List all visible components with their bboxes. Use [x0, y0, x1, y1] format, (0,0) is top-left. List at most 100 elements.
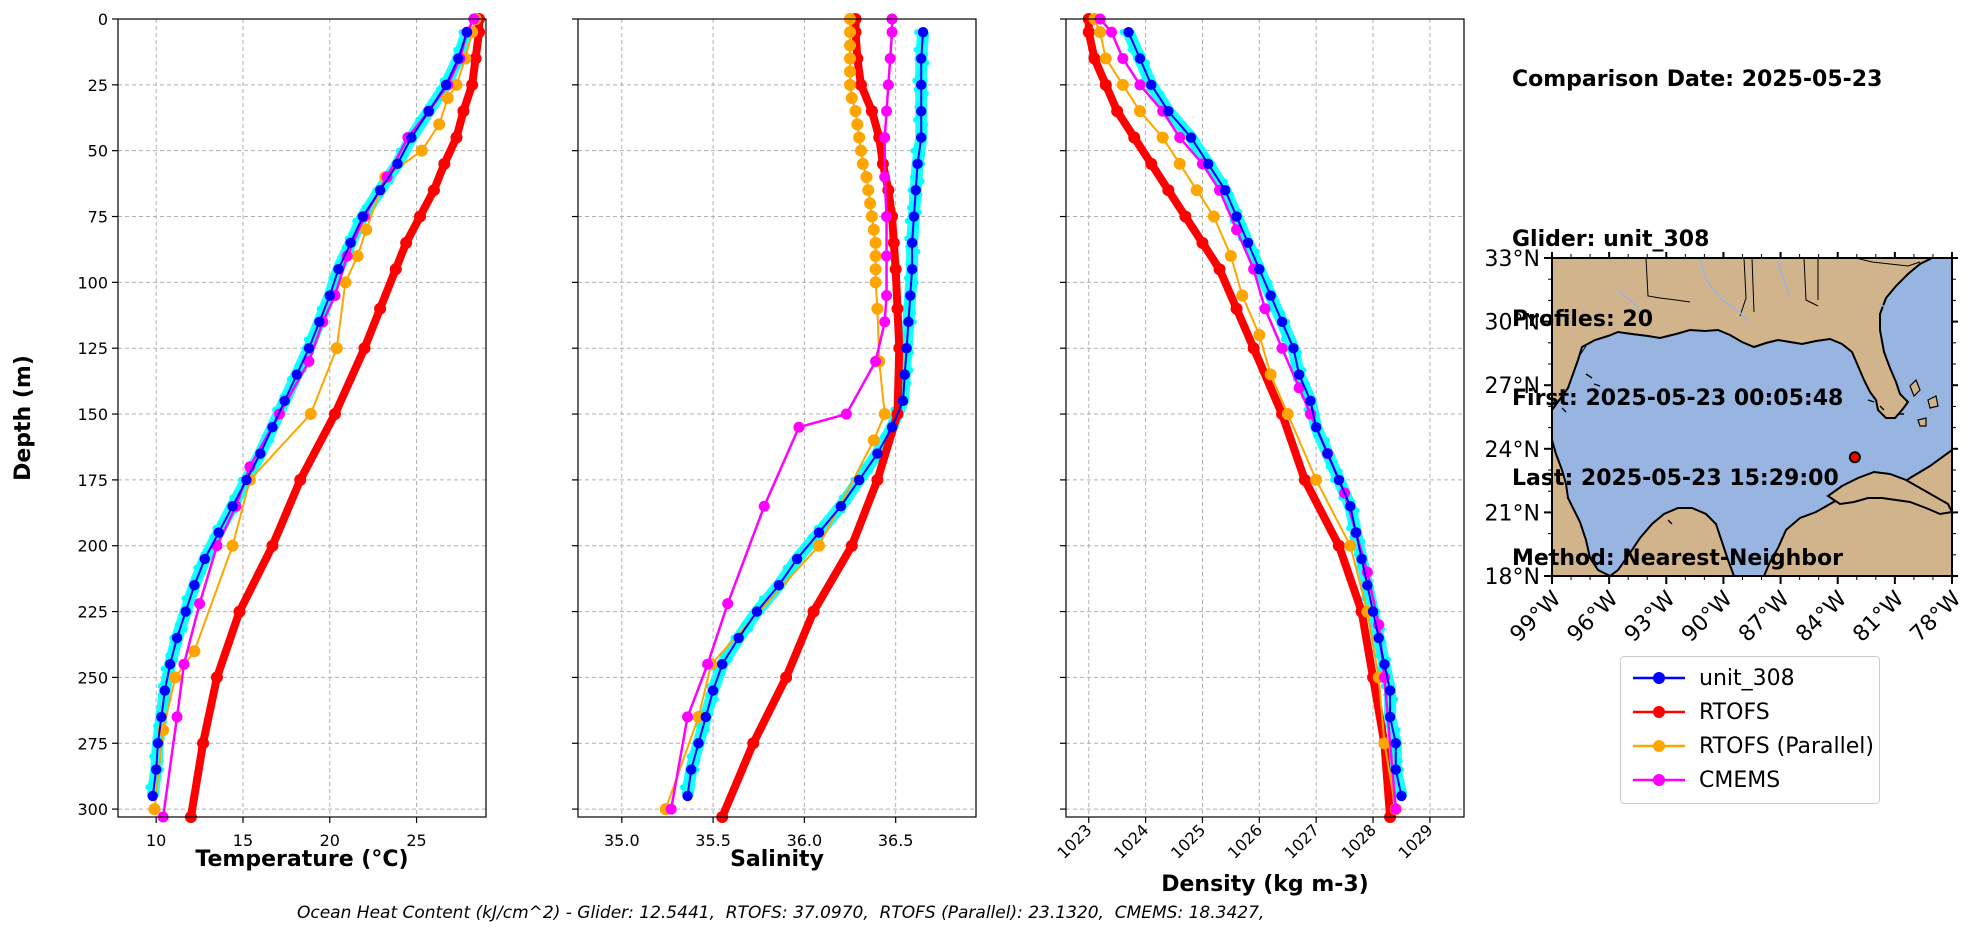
data-point [1134, 79, 1146, 91]
data-point [178, 658, 190, 670]
data-point [1105, 26, 1117, 38]
data-point [903, 316, 914, 328]
y-tick-label: 0 [98, 10, 108, 29]
data-point [881, 250, 893, 262]
data-point [869, 236, 882, 249]
series-unit-308 [682, 26, 929, 802]
data-point [791, 553, 803, 565]
map-frame [1551, 257, 1953, 577]
data-point [906, 237, 918, 249]
legend-entry-glider: unit_308 [1631, 663, 1795, 693]
data-point [180, 606, 191, 617]
data-point [1094, 26, 1107, 39]
data-point [835, 501, 847, 512]
data-point [440, 79, 452, 91]
data-point [908, 211, 920, 222]
data-point [1156, 131, 1169, 144]
data-point [916, 132, 927, 143]
data-point [665, 803, 677, 815]
data-point [358, 342, 371, 355]
density-panel: 1023 1024 1025 1026 1027 1028 1029 Density (kg … [1053, 13, 1465, 897]
data-point [1390, 764, 1401, 775]
data-point [1378, 737, 1391, 750]
ocean-heat-content-caption: Ocean Heat Content (kJ/cm^2) - Glider: 1… [297, 903, 1265, 923]
series-rtofs [184, 13, 486, 823]
map-islands [1561, 373, 1904, 525]
x-tick-label: 1026 [1224, 820, 1266, 862]
data-point [879, 316, 891, 328]
data-point [876, 157, 889, 170]
temperature-panel: 0 25 50 75 100 125 150 175 200 225 250 275 300 10 15 20… [11, 10, 487, 872]
data-point [374, 184, 386, 196]
data-point [328, 408, 341, 421]
data-point [916, 79, 927, 91]
data-point [267, 422, 278, 433]
data-point [700, 711, 711, 723]
data-point [147, 790, 158, 802]
data-point [758, 500, 770, 512]
x-axis-label: Density (kg m-3) [1161, 872, 1369, 897]
data-point [1202, 158, 1214, 170]
data-point [1396, 790, 1407, 802]
map-lat-label: 33°N [1485, 247, 1540, 272]
data-point [912, 158, 923, 170]
profile-count: Profiles: 20 [1512, 306, 1654, 332]
data-point [450, 131, 463, 144]
legend-label: RTOFS (Parallel) [1699, 733, 1874, 759]
data-point [844, 78, 857, 91]
data-point [415, 144, 428, 157]
data-point [210, 671, 223, 684]
data-point [845, 92, 858, 105]
data-point [389, 263, 402, 276]
data-point [1264, 368, 1277, 381]
data-point [845, 539, 858, 552]
data-point [856, 157, 869, 170]
data-point [1345, 501, 1356, 512]
y-tick-label: 175 [77, 471, 108, 490]
data-point [1293, 369, 1305, 380]
data-point [324, 290, 335, 301]
data-point [879, 132, 891, 144]
data-point [871, 302, 884, 315]
data-point [1305, 395, 1316, 407]
data-point [197, 737, 210, 750]
data-point [889, 263, 902, 276]
data-point [303, 343, 315, 354]
data-point [291, 369, 302, 380]
data-point [461, 26, 473, 38]
data-point [392, 158, 403, 170]
comparison-date: Comparison Date: 2025-05-23 [1512, 67, 1883, 93]
data-point [853, 131, 866, 144]
data-point [881, 290, 893, 302]
data-point [682, 711, 694, 723]
data-point [854, 78, 867, 91]
data-point [414, 210, 427, 223]
y-tick-label: 125 [77, 339, 108, 358]
data-point [314, 316, 325, 328]
x-tick-label: 35.5 [695, 831, 731, 850]
data-point [910, 184, 921, 196]
data-point [881, 211, 893, 223]
data-point [199, 553, 210, 565]
data-point [722, 598, 734, 610]
data-point [906, 263, 918, 275]
data-point [692, 710, 705, 723]
data-point [751, 606, 763, 617]
data-point [872, 448, 883, 459]
data-point [1117, 53, 1129, 65]
y-tick-label: 275 [77, 734, 108, 753]
data-point [1322, 448, 1333, 459]
data-point [773, 580, 785, 591]
legend-swatch-rtofs [1633, 706, 1685, 718]
x-tick-label: 10 [146, 831, 166, 850]
data-point [1276, 316, 1288, 328]
plot-frame [1065, 18, 1465, 818]
data-point [1373, 632, 1384, 644]
data-point [1384, 685, 1396, 696]
data-point [881, 105, 893, 117]
data-point [1116, 78, 1129, 91]
data-point [1082, 26, 1095, 39]
data-point [1179, 210, 1192, 223]
legend-swatch-glider [1633, 672, 1685, 684]
